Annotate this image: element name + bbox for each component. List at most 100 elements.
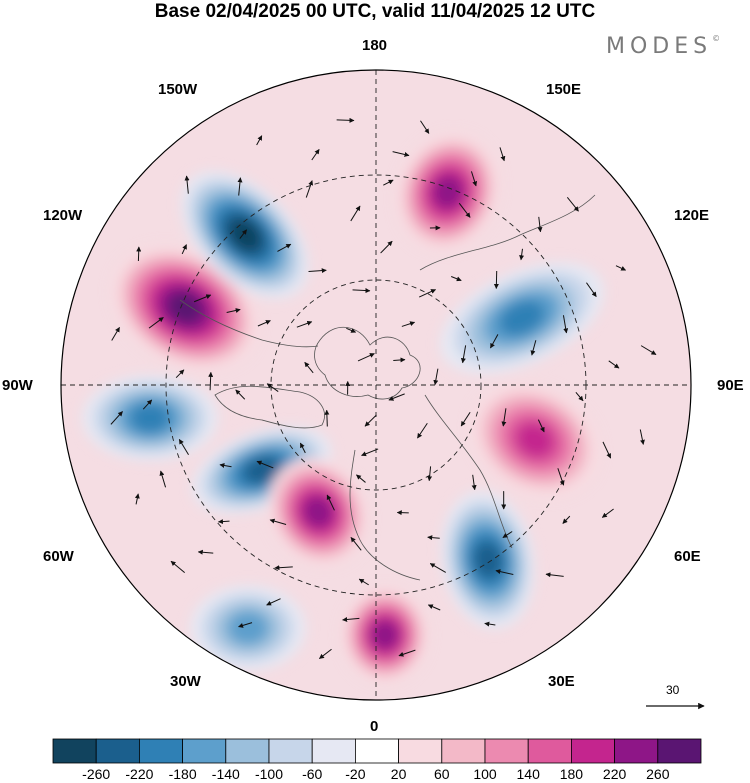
colorbar-swatch — [571, 738, 616, 764]
wind-arrow — [299, 442, 306, 454]
colorbar-tick-label: -220 — [125, 766, 154, 782]
wind-arrow — [427, 604, 441, 611]
wind-arrow — [470, 171, 478, 187]
colorbar-tick-label: 60 — [434, 766, 450, 782]
wind-arrow — [193, 294, 212, 303]
contour-level — [167, 292, 203, 324]
colorbar — [52, 738, 702, 764]
wind-arrow — [361, 448, 379, 457]
graticule — [61, 70, 691, 700]
wind-arrow — [615, 265, 627, 271]
wind-arrow — [277, 243, 292, 252]
wind-arrow — [566, 197, 579, 212]
colorbar-tick-label: -260 — [82, 766, 111, 782]
wind-arrow — [296, 320, 313, 328]
wind-arrow — [336, 117, 355, 123]
colorbar-swatch — [311, 738, 356, 764]
colorbar-tick-label: 220 — [602, 766, 627, 782]
wind-arrow — [274, 565, 293, 571]
wind-arrow — [346, 327, 357, 333]
wind-arrow — [256, 135, 263, 146]
wind-arrow — [460, 411, 471, 427]
wind-arrow — [388, 393, 405, 401]
wind-arrow — [170, 560, 185, 574]
wind-arrow — [537, 419, 545, 433]
wind-arrow — [458, 202, 471, 218]
wind-arrow — [256, 460, 274, 469]
wind-arrow — [304, 361, 314, 374]
wind-arrow — [266, 383, 279, 392]
wind-arrow — [608, 360, 620, 369]
lon-label-90w: 90W — [2, 377, 33, 394]
coastlines — [179, 194, 596, 581]
map-border — [60, 69, 692, 701]
wind-arrow — [197, 549, 214, 555]
wind-arrow — [392, 151, 410, 157]
wind-arrow — [640, 345, 657, 356]
colorbar-tick-label: -140 — [211, 766, 240, 782]
wind-arrow — [427, 535, 440, 541]
wind-arrow — [562, 515, 571, 524]
wind-arrow — [495, 569, 514, 575]
vector-reference-label: 30 — [666, 683, 680, 697]
lon-label-30w: 30W — [170, 673, 201, 690]
contour-level — [302, 496, 334, 528]
anomaly-center-30E — [441, 490, 535, 630]
anomaly-center-85W — [82, 375, 218, 461]
wind-arrow — [601, 508, 614, 518]
wind-arrow — [356, 474, 366, 483]
wind-arrow — [319, 648, 332, 659]
colorbar-tick-label: -20 — [345, 766, 366, 782]
wind-arrow — [324, 409, 330, 427]
contour-level — [371, 620, 399, 650]
colorbar-swatch — [182, 738, 227, 764]
wind-arrow — [239, 229, 248, 239]
wind-arrow — [148, 317, 164, 329]
wind-arrow — [433, 368, 439, 386]
lon-label-30e: 30E — [548, 673, 575, 690]
anomaly-center-75E — [470, 382, 600, 498]
colorbar-tick-label: 20 — [390, 766, 407, 782]
wind-arrow — [451, 276, 462, 282]
contour-level — [243, 456, 281, 484]
colorbar-tick-label: 100 — [473, 766, 497, 782]
wind-arrow — [266, 598, 281, 606]
wind-arrow — [181, 244, 187, 255]
wind-arrow — [111, 326, 120, 341]
wind-arrow — [342, 617, 360, 623]
wind-arrow — [237, 177, 243, 196]
wind-arrow — [142, 399, 153, 410]
wind-arrow — [398, 649, 416, 657]
wind-arrow — [602, 441, 612, 459]
colorbar-tick-label: 260 — [646, 766, 670, 782]
wind-arrow — [208, 371, 214, 391]
lon-label-120e: 120E — [674, 207, 710, 224]
wind-arrow — [352, 288, 371, 294]
wind-arrow — [557, 468, 565, 486]
anomaly-center-135W — [180, 170, 310, 300]
lon-label-120w: 120W — [43, 207, 83, 224]
brand-name: MODES — [606, 34, 713, 59]
anomaly-center-25W — [190, 585, 306, 671]
colorbar-tick-label: -100 — [254, 766, 284, 782]
wind-arrow — [420, 120, 430, 134]
wind-arrow — [219, 463, 232, 468]
colorbar-swatch — [225, 738, 270, 764]
contour-level — [130, 403, 170, 433]
wind-arrow — [217, 519, 230, 525]
wind-arrow — [358, 578, 369, 586]
wind-arrow — [417, 422, 428, 439]
wind-arrow — [178, 438, 189, 456]
colorbar-swatch — [614, 738, 659, 764]
colorbar-tick-label: 180 — [559, 766, 584, 782]
contour-level — [499, 300, 545, 336]
lon-label-180: 180 — [362, 37, 388, 54]
wind-arrow — [537, 216, 543, 233]
wind-arrow — [401, 321, 416, 327]
colorbar-swatch — [527, 738, 572, 764]
wind-arrow — [364, 414, 377, 427]
wind-arrow — [427, 466, 433, 482]
lon-label-60w: 60W — [43, 548, 74, 565]
anomaly-field — [61, 70, 691, 700]
